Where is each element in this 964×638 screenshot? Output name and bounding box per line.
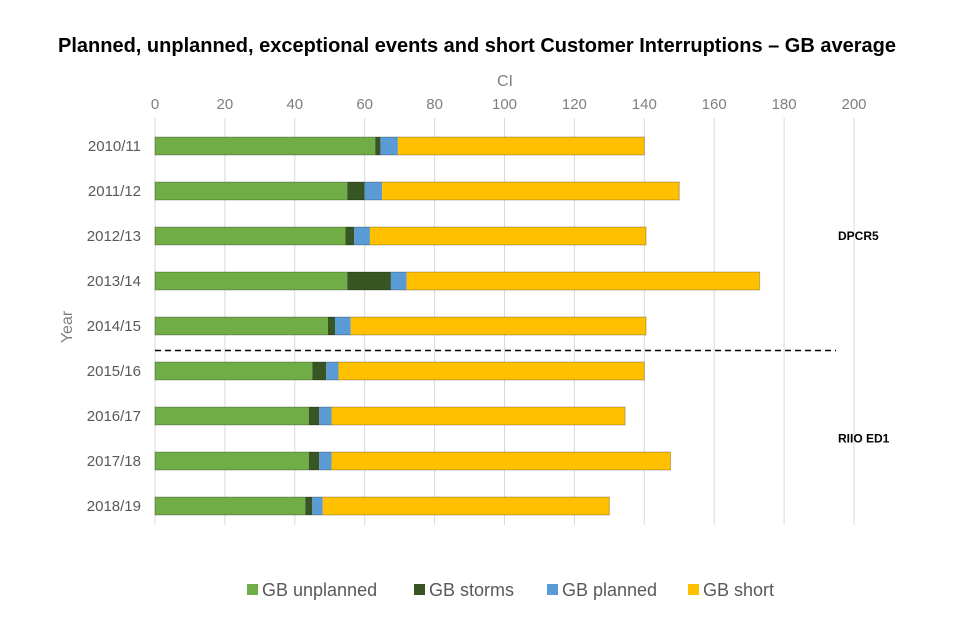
bar-segment-gb-planned xyxy=(354,227,370,245)
bar-outline xyxy=(154,181,680,201)
category-label: 2012/13 xyxy=(87,228,141,245)
period-annotations: DPCR5 RIIO ED1 xyxy=(838,229,890,446)
bar-segment-gb-unplanned xyxy=(155,407,309,425)
x-tick-labels: 0 20 40 60 80 100 120 140 160 180 200 xyxy=(151,96,867,113)
bar-segment-gb-short xyxy=(350,317,647,335)
bar-segment-gb-planned xyxy=(334,317,351,335)
bar-segment-gb-storms xyxy=(328,317,335,335)
bar-segment-gb-short xyxy=(382,182,680,200)
legend-swatch xyxy=(547,584,558,595)
bar-segment-gb-planned xyxy=(364,182,383,200)
bar-segment-gb-planned xyxy=(312,497,323,515)
bar-segment-gb-short xyxy=(331,452,671,470)
bar-outline xyxy=(154,136,645,156)
category-label: 2011/12 xyxy=(88,183,141,200)
x-tick-label: 60 xyxy=(356,96,373,113)
bar-outline xyxy=(154,406,626,426)
bar-segment-gb-short xyxy=(397,137,645,155)
x-tick-label: 40 xyxy=(286,96,303,113)
bar-segment-gb-storms xyxy=(345,227,355,245)
bar-segment-gb-planned xyxy=(319,452,332,470)
category-label: 2018/19 xyxy=(87,498,141,515)
y-axis-title: Year xyxy=(59,310,76,343)
bar-segment-gb-storms xyxy=(308,407,320,425)
x-tick-label: 0 xyxy=(151,96,159,113)
bar-segment-gb-planned xyxy=(390,272,407,290)
bar-outline xyxy=(154,226,647,246)
legend-label: GB planned xyxy=(562,580,657,600)
bar-segment-gb-short xyxy=(331,407,626,425)
bar-segment-gb-storms xyxy=(312,362,327,380)
chart-title: Planned, unplanned, exceptional events a… xyxy=(58,35,896,57)
bar-segment-gb-short xyxy=(406,272,760,290)
bar-segment-gb-short xyxy=(338,362,645,380)
legend-swatch xyxy=(688,584,699,595)
legend-swatch xyxy=(247,584,258,595)
x-tick-label: 80 xyxy=(426,96,443,113)
bar-segment-gb-planned xyxy=(319,407,332,425)
bar-segment-gb-unplanned xyxy=(155,317,329,335)
category-labels: 2010/11 2011/12 2012/13 2013/14 2014/15 2015/… xyxy=(87,138,141,515)
category-label: 2010/11 xyxy=(88,138,141,155)
category-label: 2017/18 xyxy=(87,453,141,470)
bar-outline xyxy=(154,496,610,516)
x-tick-label: 200 xyxy=(841,96,866,113)
x-axis-title: CI xyxy=(497,73,513,90)
bar-segment-gb-unplanned xyxy=(155,452,309,470)
bar-segment-gb-storms xyxy=(375,137,381,155)
bar-outline xyxy=(154,451,672,471)
bar-outline xyxy=(154,316,647,336)
category-label: 2013/14 xyxy=(87,273,141,290)
x-tick-label: 120 xyxy=(562,96,587,113)
bar-segment-gb-storms xyxy=(305,497,313,515)
legend-label: GB storms xyxy=(429,580,514,600)
legend-label: GB short xyxy=(703,580,774,600)
bar-outline xyxy=(154,361,645,381)
bar-segment-gb-unplanned xyxy=(155,137,376,155)
annotation-label: RIIO ED1 xyxy=(838,432,890,446)
bar-segment-gb-planned xyxy=(326,362,339,380)
x-tick-label: 100 xyxy=(492,96,517,113)
bar-segment-gb-unplanned xyxy=(155,272,348,290)
x-tick-label: 140 xyxy=(632,96,657,113)
x-tick-label: 180 xyxy=(772,96,797,113)
category-label: 2016/17 xyxy=(87,408,141,425)
bar-segment-gb-storms xyxy=(347,182,365,200)
bar-segment-gb-short xyxy=(322,497,610,515)
bar-outline xyxy=(154,271,761,291)
legend-label: GB unplanned xyxy=(262,580,377,600)
bar-segment-gb-unplanned xyxy=(155,182,348,200)
bars xyxy=(154,136,761,516)
x-tick-label: 20 xyxy=(217,96,234,113)
legend-swatch xyxy=(414,584,425,595)
category-label: 2015/16 xyxy=(87,363,141,380)
category-label: 2014/15 xyxy=(87,318,141,335)
x-tick-label: 160 xyxy=(702,96,727,113)
bar-segment-gb-storms xyxy=(347,272,391,290)
bar-segment-gb-unplanned xyxy=(155,362,313,380)
annotation-label: DPCR5 xyxy=(838,229,879,243)
bar-segment-gb-short xyxy=(369,227,647,245)
bar-segment-gb-storms xyxy=(308,452,320,470)
bar-segment-gb-unplanned xyxy=(155,227,346,245)
bar-segment-gb-planned xyxy=(380,137,398,155)
bar-segment-gb-unplanned xyxy=(155,497,306,515)
legend: GB unplanned GB storms GB planned GB short xyxy=(247,580,774,600)
